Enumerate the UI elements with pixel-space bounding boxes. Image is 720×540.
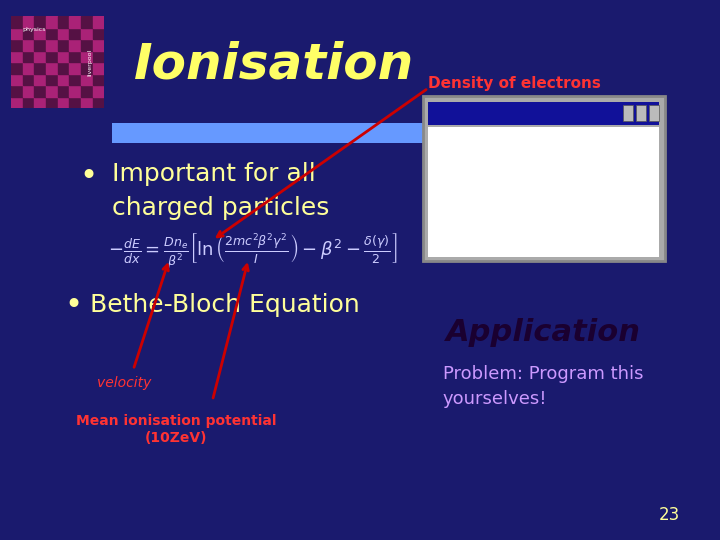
Text: •: • bbox=[65, 291, 83, 320]
Bar bbox=[81, 51, 93, 62]
Bar bbox=[22, 97, 35, 108]
Bar bbox=[69, 16, 81, 28]
Bar bbox=[11, 16, 22, 28]
Bar bbox=[46, 97, 58, 108]
Bar bbox=[22, 28, 35, 39]
Bar bbox=[69, 51, 81, 62]
Bar bbox=[58, 16, 69, 28]
Bar bbox=[93, 16, 104, 28]
Bar bbox=[81, 97, 93, 108]
Text: Application: Application bbox=[446, 318, 641, 347]
Bar bbox=[81, 16, 93, 28]
Bar bbox=[69, 97, 81, 108]
Bar bbox=[11, 39, 22, 51]
Bar bbox=[22, 39, 35, 51]
Bar bbox=[35, 73, 46, 85]
Bar bbox=[58, 62, 69, 73]
Text: physics: physics bbox=[22, 27, 45, 32]
Bar bbox=[46, 16, 58, 28]
Bar bbox=[58, 97, 69, 108]
Bar bbox=[35, 85, 46, 97]
Bar bbox=[93, 51, 104, 62]
Bar bbox=[22, 51, 35, 62]
Bar bbox=[69, 73, 81, 85]
Bar bbox=[22, 73, 35, 85]
Bar bbox=[11, 73, 22, 85]
Bar bbox=[81, 62, 93, 73]
FancyBboxPatch shape bbox=[428, 127, 659, 256]
Bar bbox=[649, 105, 659, 121]
Text: Problem: Program this
yourselves!: Problem: Program this yourselves! bbox=[443, 364, 643, 408]
FancyBboxPatch shape bbox=[428, 102, 659, 125]
Bar bbox=[81, 28, 93, 39]
Bar bbox=[69, 85, 81, 97]
Bar bbox=[58, 85, 69, 97]
Bar bbox=[46, 28, 58, 39]
Bar bbox=[81, 39, 93, 51]
Bar bbox=[35, 97, 46, 108]
Text: Important for all
charged particles: Important for all charged particles bbox=[112, 162, 329, 219]
Bar bbox=[11, 85, 22, 97]
Text: 23: 23 bbox=[659, 506, 680, 524]
Bar bbox=[22, 85, 35, 97]
Text: $-\frac{dE}{dx} = \frac{Dn_e}{\beta^2}\left[\ln\left(\frac{2mc^2\beta^2\gamma^2}: $-\frac{dE}{dx} = \frac{Dn_e}{\beta^2}\l… bbox=[108, 232, 397, 271]
Bar bbox=[11, 28, 22, 39]
Bar bbox=[35, 16, 46, 28]
Text: velocity: velocity bbox=[97, 376, 152, 390]
FancyBboxPatch shape bbox=[112, 123, 439, 143]
Text: Ionisation: Ionisation bbox=[133, 41, 414, 89]
Bar bbox=[35, 62, 46, 73]
Bar bbox=[22, 16, 35, 28]
Bar bbox=[11, 62, 22, 73]
Bar bbox=[46, 73, 58, 85]
Bar bbox=[35, 39, 46, 51]
Bar bbox=[35, 28, 46, 39]
Text: Density of electrons: Density of electrons bbox=[428, 76, 601, 91]
Bar bbox=[22, 62, 35, 73]
Bar bbox=[81, 73, 93, 85]
Bar bbox=[636, 105, 646, 121]
Bar bbox=[58, 51, 69, 62]
Text: Mean ionisation potential
(10ZeV): Mean ionisation potential (10ZeV) bbox=[76, 414, 276, 445]
Bar bbox=[11, 51, 22, 62]
Text: Bethe-Bloch Equation: Bethe-Bloch Equation bbox=[90, 293, 360, 317]
Bar bbox=[93, 97, 104, 108]
Bar bbox=[93, 62, 104, 73]
Bar bbox=[11, 97, 22, 108]
Bar bbox=[58, 28, 69, 39]
Bar bbox=[35, 51, 46, 62]
Bar bbox=[69, 28, 81, 39]
Bar bbox=[46, 62, 58, 73]
Text: liverpool: liverpool bbox=[88, 49, 93, 76]
Bar bbox=[81, 85, 93, 97]
Bar bbox=[69, 39, 81, 51]
Bar bbox=[69, 62, 81, 73]
Bar bbox=[93, 28, 104, 39]
Bar bbox=[93, 39, 104, 51]
Bar bbox=[93, 73, 104, 85]
Bar bbox=[46, 51, 58, 62]
Bar bbox=[93, 85, 104, 97]
Bar bbox=[58, 73, 69, 85]
Bar bbox=[46, 39, 58, 51]
Bar bbox=[58, 39, 69, 51]
Text: •: • bbox=[79, 162, 97, 191]
Bar bbox=[623, 105, 633, 121]
Bar bbox=[46, 85, 58, 97]
FancyBboxPatch shape bbox=[423, 96, 665, 261]
